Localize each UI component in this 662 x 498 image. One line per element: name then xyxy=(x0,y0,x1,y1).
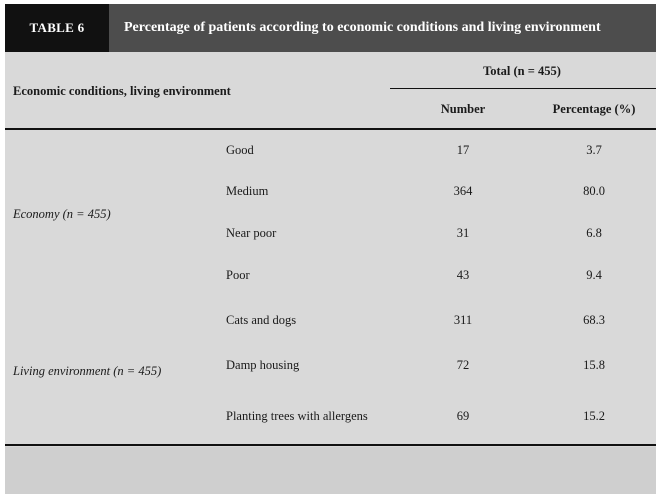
group-label-economy: Economy (n = 455) xyxy=(13,207,111,221)
row-number: 43 xyxy=(456,268,470,282)
row-number: 17 xyxy=(456,143,470,157)
row-percentage: 15.2 xyxy=(583,409,605,423)
row-item: Planting trees with allergens xyxy=(226,409,368,423)
row-item: Damp housing xyxy=(226,358,300,372)
header-rule xyxy=(5,128,656,130)
row-percentage: 80.0 xyxy=(583,184,605,198)
row-number: 364 xyxy=(453,184,473,198)
table-number-label: TABLE 6 xyxy=(5,4,109,52)
table-title: Percentage of patients according to econ… xyxy=(124,20,601,35)
group-label-living-environment: Living environment (n = 455) xyxy=(13,364,162,378)
row-percentage: 6.8 xyxy=(586,226,602,240)
bottom-rule xyxy=(5,444,656,446)
row-item: Cats and dogs xyxy=(226,313,297,327)
row-number: 311 xyxy=(453,313,473,327)
row-percentage: 9.4 xyxy=(586,268,602,282)
row-header-label: Economic conditions, living environment xyxy=(13,84,231,98)
row-item: Poor xyxy=(226,268,250,282)
table-panel: Economic conditions, living environment … xyxy=(5,52,656,494)
table-footer-band xyxy=(5,447,656,494)
group-underline xyxy=(390,88,656,89)
table-title-bar: TABLE 6 Percentage of patients according… xyxy=(5,4,656,52)
row-item: Good xyxy=(226,143,254,157)
row-item: Medium xyxy=(226,184,269,198)
row-percentage: 68.3 xyxy=(583,313,605,327)
column-group-header: Total (n = 455) xyxy=(483,64,561,78)
row-percentage: 15.8 xyxy=(583,358,605,372)
row-number: 31 xyxy=(456,226,470,240)
row-number: 72 xyxy=(456,358,470,372)
column-header-number: Number xyxy=(440,102,486,116)
row-item: Near poor xyxy=(226,226,277,240)
row-percentage: 3.7 xyxy=(586,143,602,157)
column-header-percentage: Percentage (%) xyxy=(552,102,636,116)
row-number: 69 xyxy=(456,409,470,423)
